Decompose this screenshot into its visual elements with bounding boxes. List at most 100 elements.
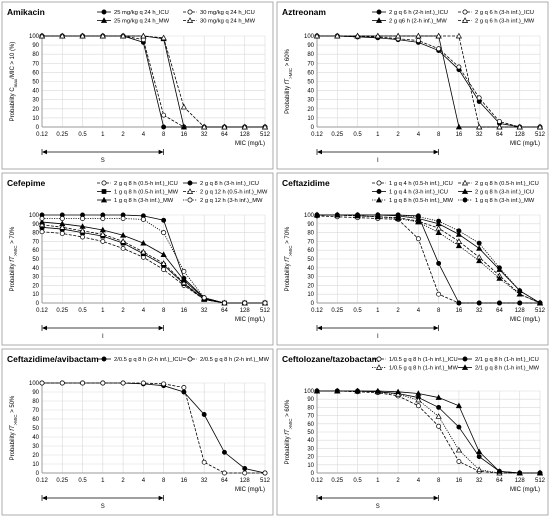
series-4	[38, 32, 269, 130]
data-point	[516, 469, 523, 476]
x-tick-label: 0.25	[56, 132, 68, 138]
data-point	[415, 38, 421, 44]
legend-label: 1 g q 4 h (0.5-h inf.)_ICU	[389, 181, 453, 187]
y-tick-label: 50	[307, 257, 314, 263]
y-tick-label: 0	[36, 125, 40, 131]
x-tick-label: 512	[535, 308, 546, 314]
bracket-arrow-left	[317, 325, 322, 331]
x-tick-label: 0.12	[36, 132, 48, 138]
legend-marker	[375, 17, 383, 23]
data-point	[314, 212, 320, 218]
bracket-arrow-right	[433, 149, 439, 155]
data-point	[181, 268, 187, 274]
series-line	[317, 35, 540, 128]
x-tick-label: 32	[476, 478, 483, 484]
y-tick-label: 20	[32, 283, 39, 289]
data-point	[100, 238, 106, 244]
series-6	[314, 212, 543, 306]
bracket-arrow-right	[158, 325, 164, 331]
series-4	[313, 32, 544, 130]
y-axis-label: Probability fT>MIC > 70%	[10, 226, 18, 291]
legend-label: 2/0.5 g q 8 h (2-h inf.)_ICU	[114, 357, 183, 363]
x-axis-label: MIC (mg/L)	[510, 487, 540, 493]
y-tick-label: 70	[307, 239, 314, 245]
data-point	[313, 32, 321, 39]
bracket-arrow-left	[42, 325, 47, 331]
y-tick-label: 50	[307, 430, 314, 436]
x-tick-label: 0.5	[353, 132, 362, 138]
data-point	[456, 300, 462, 306]
y-tick-label: 80	[32, 399, 39, 405]
x-tick-label: 2	[121, 308, 125, 314]
y-tick-label: 60	[32, 417, 39, 423]
legend-label: 2 g q 12 h (0.5-h inf.)_MW	[200, 190, 268, 196]
y-tick-label: 90	[307, 43, 314, 49]
data-point	[496, 468, 503, 474]
legend-entry: 30 mg/kg q 24 h_MW	[183, 17, 256, 25]
data-point	[415, 396, 422, 403]
data-point	[241, 123, 248, 130]
legend-marker	[376, 189, 382, 194]
legend-marker	[376, 180, 382, 186]
data-point	[160, 34, 167, 41]
data-point	[99, 231, 106, 237]
legend-entry: 1 g q 8 h (0.5-h inf.)_MW	[97, 189, 179, 196]
legend-entry: 1/0.5 g q 8 h (1-h inf.)_MW	[372, 364, 458, 372]
x-tick-label: 2	[121, 478, 125, 484]
x-axis-label: MIC (mg/L)	[235, 141, 265, 147]
y-tick-label: 0	[36, 301, 40, 307]
data-point	[354, 387, 361, 394]
bracket-arrow-right	[158, 149, 164, 155]
data-point	[455, 446, 463, 453]
bracket-arrow-right	[433, 325, 439, 331]
data-point	[201, 412, 207, 417]
x-tick-label: 0.25	[331, 132, 343, 138]
data-point	[160, 251, 167, 257]
legend-marker	[462, 9, 468, 15]
data-point	[59, 231, 65, 236]
data-point	[374, 32, 381, 39]
data-point	[455, 402, 463, 409]
x-tick-label: 512	[260, 308, 271, 314]
y-tick-label: 10	[32, 292, 39, 298]
x-tick-label: 0.25	[56, 478, 68, 484]
x-tick-label: 16	[181, 132, 188, 138]
y-axis-label: Probability fT>MIC > 50%	[10, 395, 18, 460]
y-tick-label: 60	[32, 248, 39, 254]
x-tick-label: 4	[417, 478, 421, 484]
data-point	[435, 229, 442, 235]
data-point	[242, 300, 248, 306]
y-tick-label: 80	[307, 52, 314, 58]
data-point	[140, 32, 147, 39]
legend-marker	[187, 356, 193, 362]
data-point	[436, 291, 442, 297]
x-tick-label: 0.5	[78, 308, 87, 314]
y-tick-label: 10	[32, 116, 39, 122]
legend-label: 30 mg/kg q 24 h_ICU	[200, 10, 255, 16]
legend-label: 2 g q 8 h (0.5-h inf.)_ICU	[475, 181, 539, 187]
data-point	[59, 224, 66, 230]
data-point	[242, 466, 248, 471]
susceptibility-bracket: S	[316, 495, 439, 510]
data-point	[394, 388, 402, 395]
chart-title: Aztreonam	[282, 7, 326, 17]
data-point	[516, 123, 523, 130]
data-point	[180, 103, 188, 110]
x-tick-label: 4	[142, 478, 146, 484]
x-tick-label: 128	[240, 478, 251, 484]
data-point	[476, 240, 482, 246]
data-point	[497, 119, 502, 124]
x-tick-label: 8	[162, 308, 166, 314]
y-tick-label: 70	[32, 61, 39, 67]
legend-entry: 1 g q 8 h (0.5-h inf.)_MW	[372, 196, 454, 204]
legend-label: 1 g q 8 h (3-h inf.)_MW	[475, 198, 535, 204]
data-point	[476, 448, 483, 455]
x-tick-label: 64	[496, 308, 503, 314]
y-tick-label: 90	[307, 397, 314, 403]
y-tick-label: 10	[307, 463, 314, 469]
data-point	[161, 124, 167, 130]
legend-marker	[187, 197, 193, 203]
y-tick-label: 80	[32, 52, 39, 58]
y-tick-label: 80	[307, 405, 314, 411]
susceptibility-bracket: I	[316, 325, 439, 340]
